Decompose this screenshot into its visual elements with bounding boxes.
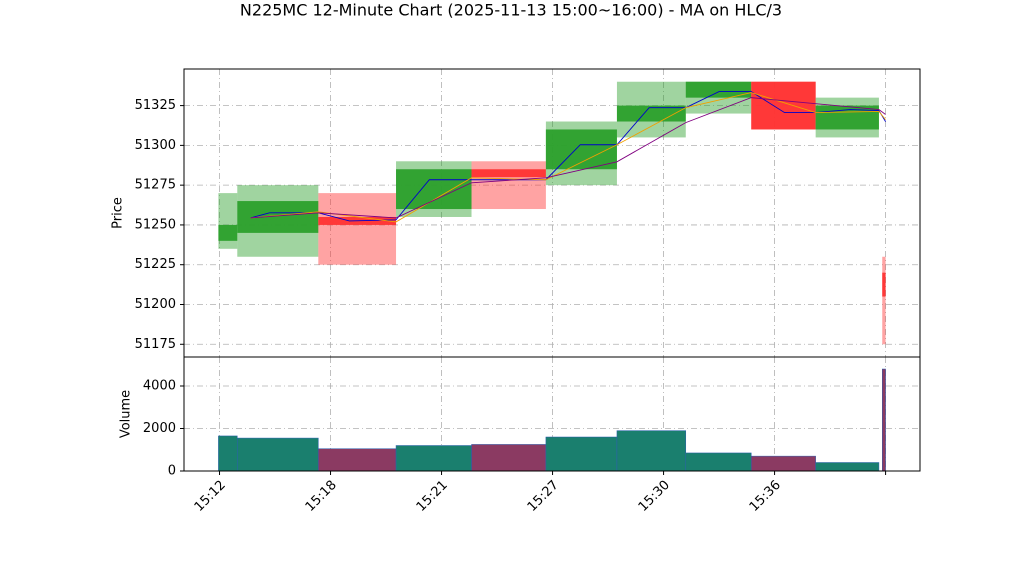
y-tick-label: 51175 bbox=[135, 337, 176, 352]
y-axis-label: Price bbox=[111, 197, 126, 229]
ma-line bbox=[250, 92, 886, 223]
y2-tick-label: 2000 bbox=[143, 421, 176, 436]
candle-body bbox=[751, 81, 816, 130]
volume-bar bbox=[218, 435, 238, 472]
y-tick-label: 51225 bbox=[135, 257, 176, 272]
candle-wick bbox=[882, 256, 886, 345]
chart-title: N225MC 12-Minute Chart (2025-11-13 15:00… bbox=[240, 1, 782, 20]
candle-body bbox=[545, 129, 617, 170]
volume-bar bbox=[237, 437, 319, 472]
candle-wick bbox=[471, 161, 546, 210]
candle-body bbox=[685, 81, 752, 98]
volume-bar bbox=[471, 444, 547, 472]
candle-body bbox=[815, 105, 879, 130]
x-tick-label: 15:30 bbox=[636, 478, 673, 515]
x-tick-label: 15:27 bbox=[525, 478, 562, 515]
volume-bar bbox=[395, 445, 472, 472]
volume-frame bbox=[183, 356, 921, 472]
volume-bar bbox=[545, 436, 618, 472]
x-tick-label: 15:21 bbox=[414, 478, 451, 515]
y2-tick-label: 4000 bbox=[143, 379, 176, 394]
y2-axis-label: Volume bbox=[119, 390, 134, 438]
candle-body bbox=[237, 201, 319, 233]
candle-body bbox=[616, 105, 686, 122]
ma-line bbox=[250, 97, 886, 219]
volume-bar bbox=[751, 455, 816, 472]
x-tick-label: 15:12 bbox=[192, 478, 229, 515]
candle-body bbox=[218, 224, 238, 241]
volume-bar bbox=[318, 448, 397, 472]
x-tick-label: 15:36 bbox=[747, 478, 784, 515]
candle-body bbox=[471, 169, 546, 178]
volume-bar bbox=[815, 462, 880, 472]
volume-bar bbox=[882, 368, 886, 472]
candle-body bbox=[882, 272, 886, 297]
y-tick-label: 51300 bbox=[135, 138, 176, 153]
x-tick-label: 15:18 bbox=[303, 478, 340, 515]
volume-bar bbox=[685, 452, 752, 472]
candle-wick bbox=[318, 193, 397, 265]
y-tick-label: 51200 bbox=[135, 297, 176, 312]
candle-body bbox=[396, 169, 472, 210]
y-tick-label: 51325 bbox=[135, 98, 176, 113]
y-tick-label: 51250 bbox=[135, 217, 176, 232]
y-tick-label: 51275 bbox=[135, 178, 176, 193]
volume-bar bbox=[616, 430, 687, 472]
y2-tick-label: 0 bbox=[168, 464, 176, 479]
